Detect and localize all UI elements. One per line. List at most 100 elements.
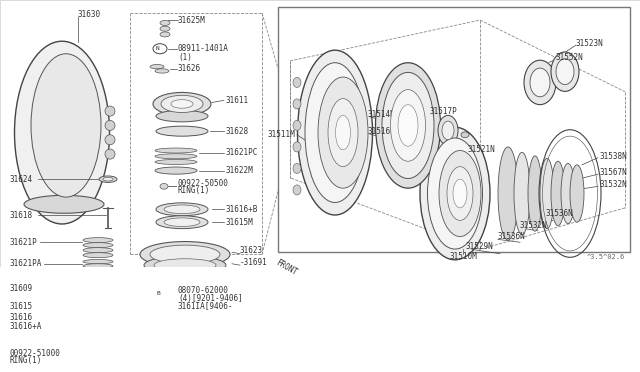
Ellipse shape xyxy=(420,127,490,260)
Ellipse shape xyxy=(156,216,208,229)
Text: 31516P: 31516P xyxy=(368,126,396,136)
Text: ^3.5^02.6: ^3.5^02.6 xyxy=(587,254,625,260)
Text: 3161IA[9406-: 3161IA[9406- xyxy=(178,302,234,311)
Ellipse shape xyxy=(97,315,113,320)
Ellipse shape xyxy=(31,54,101,197)
Ellipse shape xyxy=(150,64,164,69)
Text: RING(1): RING(1) xyxy=(10,356,42,365)
Ellipse shape xyxy=(528,156,542,231)
Text: 31615: 31615 xyxy=(10,302,33,311)
Ellipse shape xyxy=(298,50,372,215)
Text: 31621P: 31621P xyxy=(10,238,38,247)
Text: 31609: 31609 xyxy=(10,283,33,293)
Ellipse shape xyxy=(91,303,119,311)
Ellipse shape xyxy=(97,305,113,309)
Ellipse shape xyxy=(83,238,113,243)
Text: 31624: 31624 xyxy=(10,175,33,184)
Ellipse shape xyxy=(91,314,119,321)
Text: 31532N: 31532N xyxy=(600,180,628,189)
Ellipse shape xyxy=(164,218,200,227)
Ellipse shape xyxy=(293,185,301,195)
Text: (1): (1) xyxy=(178,53,192,62)
Ellipse shape xyxy=(398,105,418,146)
Text: 31510M: 31510M xyxy=(449,252,477,261)
Ellipse shape xyxy=(150,245,220,264)
Ellipse shape xyxy=(439,151,481,237)
Ellipse shape xyxy=(156,110,208,122)
Text: 31521N: 31521N xyxy=(468,145,496,154)
Text: 31625M: 31625M xyxy=(178,16,205,25)
Ellipse shape xyxy=(453,179,467,208)
Ellipse shape xyxy=(382,73,434,179)
Text: -31691: -31691 xyxy=(240,258,268,267)
Text: 31514N: 31514N xyxy=(368,110,396,119)
Ellipse shape xyxy=(328,99,358,167)
Text: 31622M: 31622M xyxy=(225,166,253,175)
Ellipse shape xyxy=(103,177,113,181)
Ellipse shape xyxy=(153,289,167,299)
Ellipse shape xyxy=(540,158,554,229)
Ellipse shape xyxy=(83,248,113,253)
Text: 31536N: 31536N xyxy=(545,209,573,218)
Text: 31532N: 31532N xyxy=(520,221,548,230)
Ellipse shape xyxy=(428,138,483,249)
Ellipse shape xyxy=(155,167,197,174)
Ellipse shape xyxy=(105,121,115,131)
Ellipse shape xyxy=(97,325,113,329)
Text: 31567N: 31567N xyxy=(600,167,628,177)
Ellipse shape xyxy=(155,154,197,159)
Text: 31529N: 31529N xyxy=(465,242,493,251)
Ellipse shape xyxy=(305,63,365,202)
Ellipse shape xyxy=(83,259,113,264)
Ellipse shape xyxy=(438,115,458,145)
Ellipse shape xyxy=(144,256,226,275)
Ellipse shape xyxy=(158,281,168,285)
Text: 31621PA: 31621PA xyxy=(10,259,42,268)
Ellipse shape xyxy=(153,44,167,54)
Text: RING(1): RING(1) xyxy=(178,186,211,195)
Text: N: N xyxy=(156,46,160,51)
Text: 31523N: 31523N xyxy=(575,39,603,48)
Text: 08911-1401A: 08911-1401A xyxy=(178,44,229,53)
Ellipse shape xyxy=(154,259,216,272)
Text: 31611: 31611 xyxy=(225,96,248,105)
Ellipse shape xyxy=(335,115,351,150)
Ellipse shape xyxy=(15,41,109,224)
Ellipse shape xyxy=(514,152,530,235)
Ellipse shape xyxy=(83,243,113,248)
Ellipse shape xyxy=(551,161,565,226)
Ellipse shape xyxy=(293,163,301,173)
Ellipse shape xyxy=(83,268,113,272)
Ellipse shape xyxy=(105,135,115,145)
Ellipse shape xyxy=(161,95,203,112)
Ellipse shape xyxy=(293,121,301,131)
Text: 31626: 31626 xyxy=(178,64,201,73)
Ellipse shape xyxy=(91,323,119,331)
Ellipse shape xyxy=(155,69,169,73)
Text: B: B xyxy=(156,291,160,296)
Ellipse shape xyxy=(447,167,473,220)
Ellipse shape xyxy=(102,281,114,289)
Bar xyxy=(278,7,630,252)
Ellipse shape xyxy=(318,77,368,188)
Text: 31621PC: 31621PC xyxy=(225,148,257,157)
Ellipse shape xyxy=(158,285,168,289)
Ellipse shape xyxy=(155,148,197,153)
Text: FRONT: FRONT xyxy=(274,258,298,277)
Text: 31538N: 31538N xyxy=(600,152,628,161)
Ellipse shape xyxy=(293,77,301,87)
Ellipse shape xyxy=(158,289,168,292)
Ellipse shape xyxy=(498,147,518,240)
Ellipse shape xyxy=(160,32,170,37)
Ellipse shape xyxy=(24,195,104,213)
Ellipse shape xyxy=(156,203,208,216)
Text: 31615M: 31615M xyxy=(225,218,253,227)
Text: 08070-62000: 08070-62000 xyxy=(178,286,229,295)
Text: 00922-50500: 00922-50500 xyxy=(178,179,229,188)
Ellipse shape xyxy=(171,100,193,108)
Text: 31628: 31628 xyxy=(225,126,248,136)
Ellipse shape xyxy=(99,176,117,182)
Text: 31616: 31616 xyxy=(10,313,33,322)
Ellipse shape xyxy=(164,205,200,214)
Ellipse shape xyxy=(160,20,170,25)
